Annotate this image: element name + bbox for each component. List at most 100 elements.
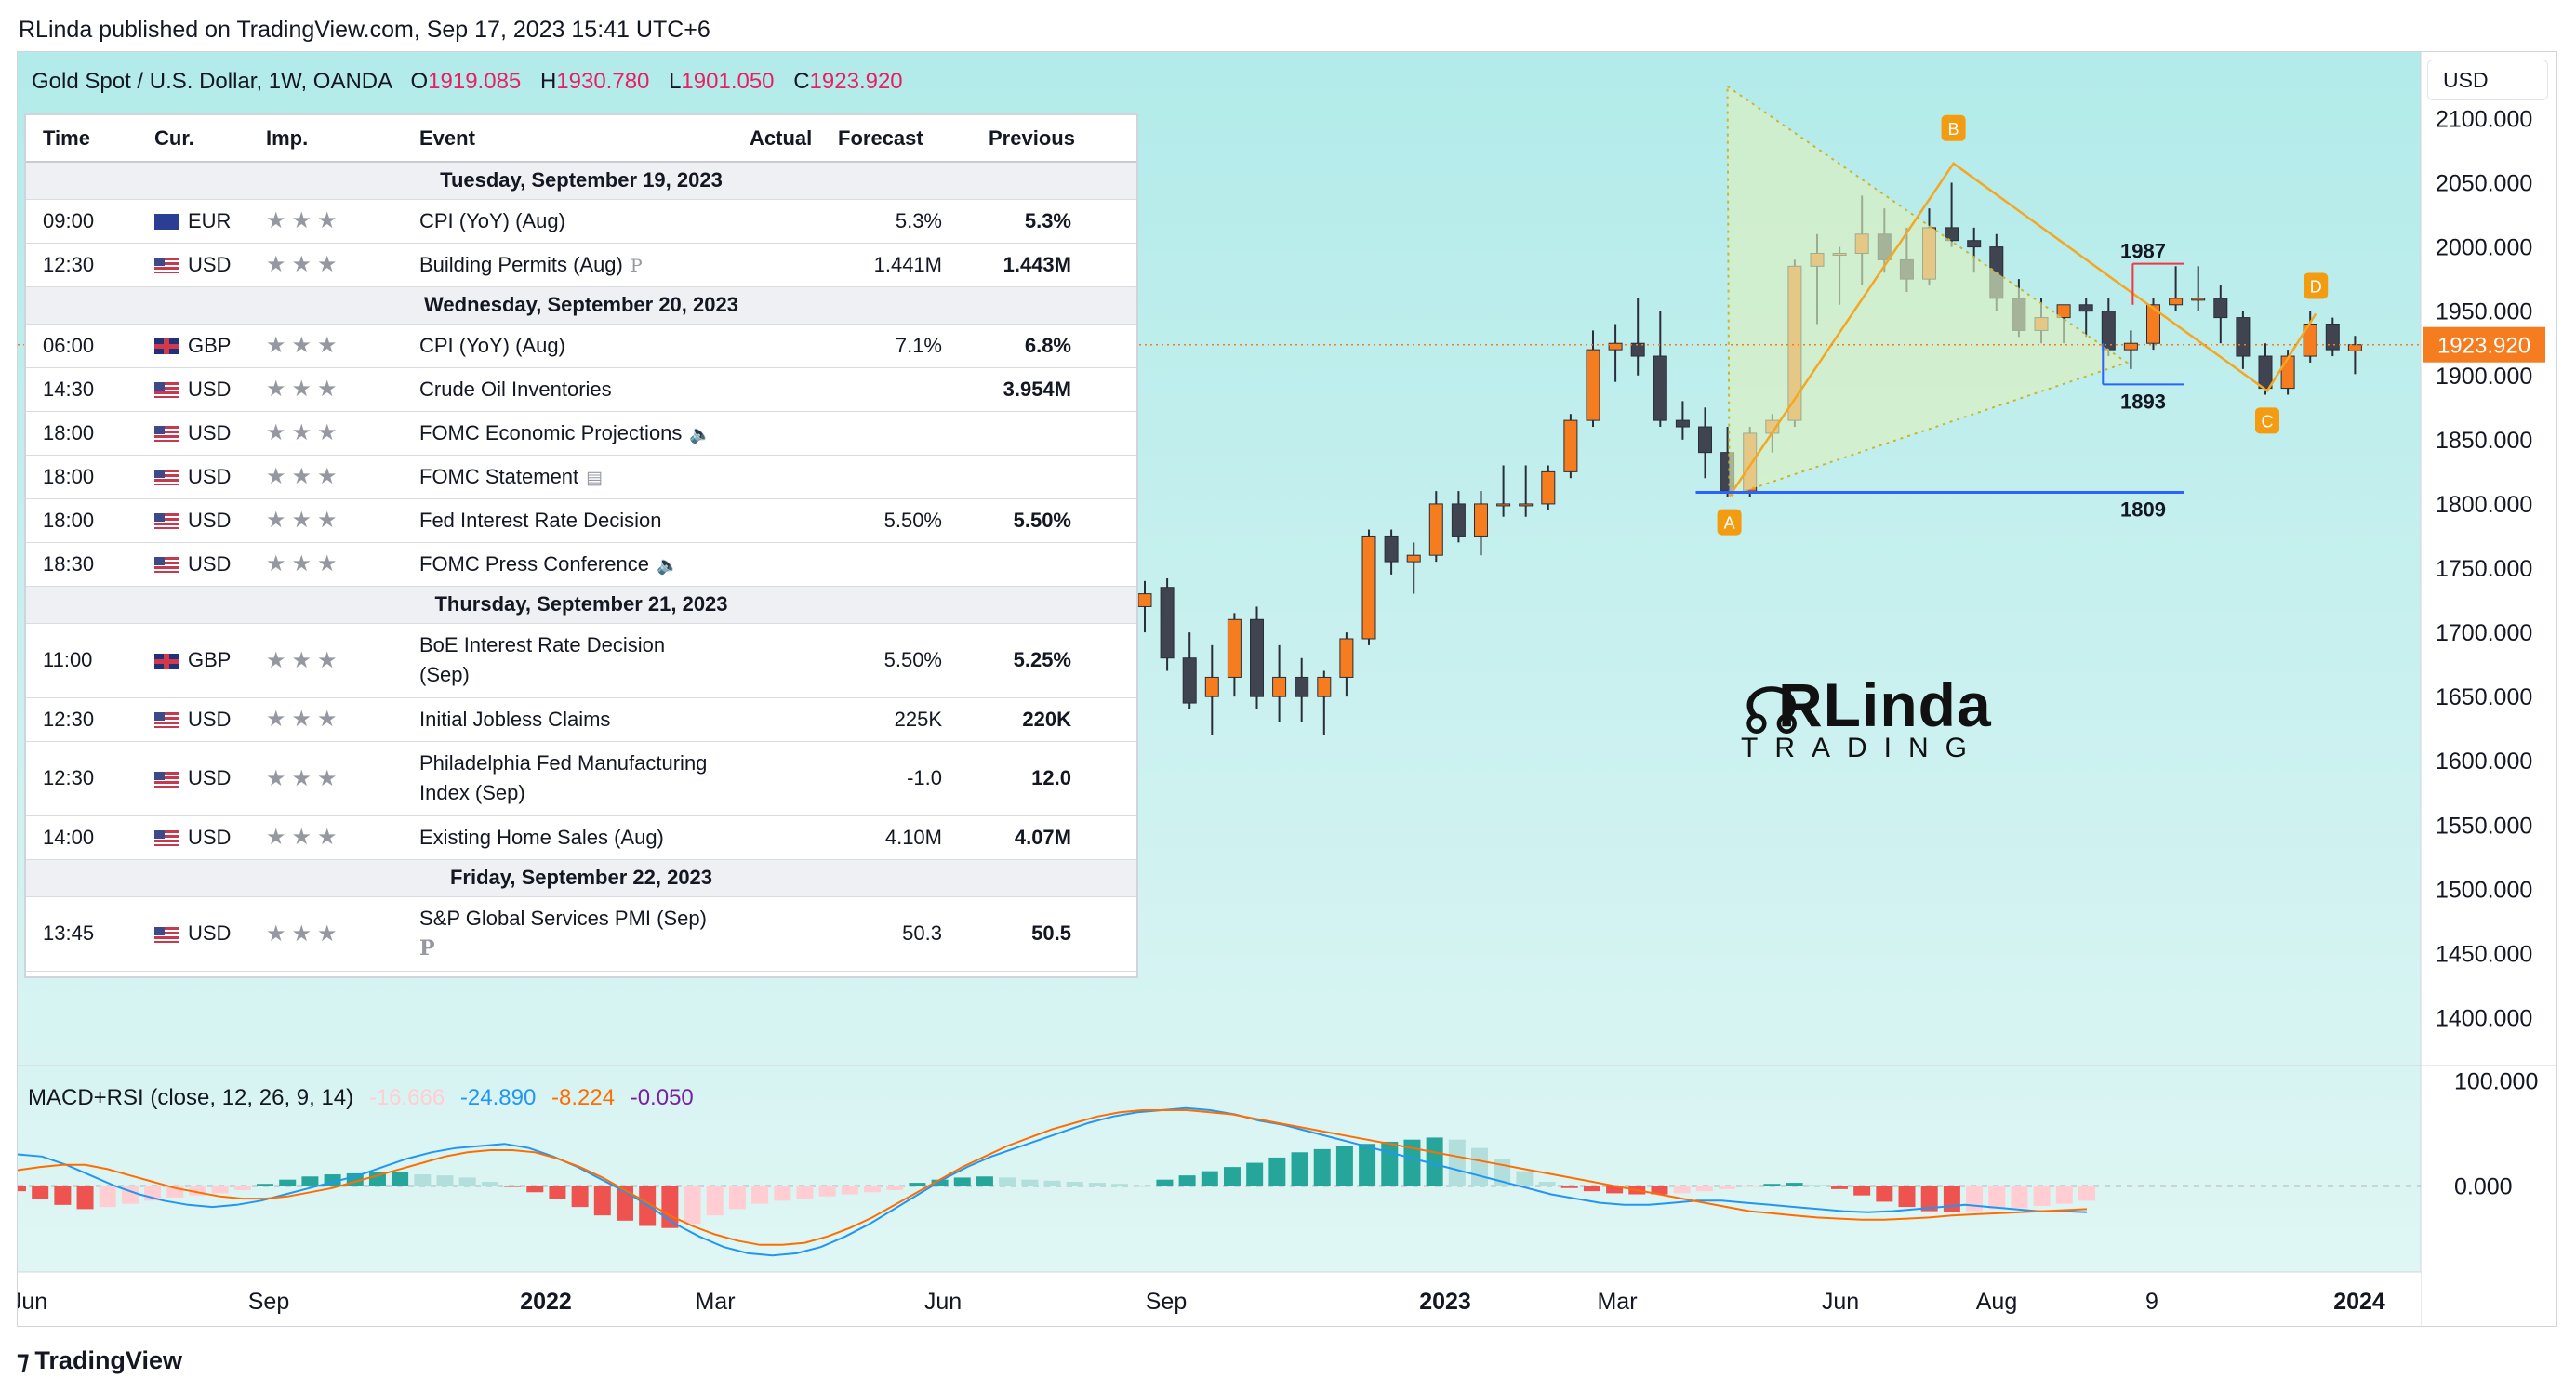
importance-stars: ★★★ [249, 411, 403, 456]
tradingview-mark-icon: ⁊ [17, 1346, 30, 1374]
event-title: FOMC Statement [419, 464, 579, 488]
currency-button[interactable]: USD [2427, 60, 2548, 100]
col-previous: Previous [961, 115, 1136, 163]
price-tick-label: 1500.000 [2436, 877, 2532, 903]
candle-body [1272, 676, 1287, 697]
speaker-icon: 🔈 [689, 424, 712, 444]
usd-flag-icon [154, 830, 179, 847]
face-silhouette-icon: ☊ [1743, 675, 1801, 748]
star-rating-icon: ★★★ [266, 333, 343, 358]
macd-hist-bar [1403, 1139, 1421, 1186]
macd-legend: MACD+RSI (close, 12, 26, 9, 14) -16.666 … [28, 1085, 694, 1111]
macd-hist-bar [1876, 1186, 1893, 1202]
event-time: 18:00 [26, 498, 138, 543]
macd-hist-bar [1426, 1137, 1443, 1186]
event-time: 18:00 [26, 455, 138, 499]
macd-hist-bar [99, 1186, 116, 1208]
macd-hist-bar [1291, 1152, 1308, 1186]
open-label: O [410, 69, 429, 94]
candle-body [2101, 311, 2116, 351]
candle-body [1675, 419, 1690, 428]
candle-body [1563, 419, 1578, 472]
pattern-point-badge [2255, 407, 2279, 434]
usd-flag-icon [154, 926, 179, 943]
economic-calendar-table: Time Cur. Imp. Event Actual Forecast Pre… [24, 113, 1138, 978]
event-name: FOMC Press Conference 🔈 [403, 542, 733, 587]
macd-hist-bar [2011, 1186, 2028, 1209]
event-forecast: 5.3% [821, 199, 961, 244]
currency-code: USD [188, 252, 232, 276]
event-actual [733, 697, 821, 742]
event-name: CPI (YoY) (Aug) [403, 324, 733, 368]
candle-body [1451, 503, 1466, 537]
currency-code: USD [188, 921, 232, 945]
macd-hist-bar [1021, 1179, 1039, 1186]
macd-hist-bar [54, 1186, 72, 1205]
candle-body [1428, 503, 1443, 556]
calendar-event-row: 12:30 USD ★★★ Building Permits (Aug) P 1.441M… [26, 243, 1136, 287]
macd-hist-bar [1560, 1186, 1578, 1188]
tradingview-logo[interactable]: ⁊ TradingView [17, 1346, 182, 1375]
event-name: Crude Oil Inventories [403, 367, 733, 412]
macd-hist-bar [1695, 1186, 1713, 1192]
macd-hist-bar [392, 1172, 409, 1186]
event-currency: USD [138, 815, 249, 860]
importance-stars: ★★★ [249, 623, 403, 698]
macd-hist-bar [1111, 1184, 1129, 1186]
importance-stars: ★★★ [249, 199, 403, 244]
event-forecast: 1.441M [821, 243, 961, 287]
macd-hist-bar [931, 1179, 949, 1186]
macd-hist-bar [728, 1186, 746, 1210]
star-rating-icon: ★★★ [266, 551, 343, 576]
price-axis-bg [2421, 52, 2556, 1326]
usd-flag-icon [154, 382, 179, 399]
low-value: 1901.050 [681, 69, 775, 94]
event-title: CPI (YoY) (Aug) [419, 208, 565, 232]
macd-hist-bar [1673, 1186, 1691, 1194]
macd-hist-bar [2033, 1186, 2051, 1206]
star-rating-icon: ★★★ [266, 765, 343, 791]
currency-code: USD [188, 377, 232, 401]
macd-hist-bar [1088, 1183, 1106, 1186]
event-time: 09:00 [26, 199, 138, 244]
macd-hist-bar [774, 1186, 791, 1201]
macd-hist-bar [706, 1186, 724, 1216]
event-actual [733, 741, 821, 816]
star-rating-icon: ★★★ [266, 508, 343, 533]
event-currency: USD [138, 542, 249, 587]
event-time: 12:30 [26, 243, 138, 287]
candle-body [1698, 426, 1712, 454]
time-tick-label: Sep [248, 1289, 289, 1315]
macd-hist-bar [1516, 1171, 1534, 1186]
time-tick-label: 9 [2145, 1289, 2158, 1315]
candle-body [1945, 227, 1959, 242]
macd-hist-bar [1066, 1181, 1083, 1186]
macd-hist-bar [684, 1186, 701, 1225]
symbol-header: Gold Spot / U.S. Dollar, 1W, OANDA O1919… [32, 69, 903, 95]
currency-code: USD [188, 551, 232, 576]
pattern-point-badge [1941, 114, 1966, 141]
calendar-event-row: 12:30 USD ★★★ Philadelphia Fed Manufacturin… [26, 741, 1136, 816]
macd-hist-bar [1156, 1179, 1174, 1186]
event-previous: 4.07M [961, 815, 1136, 860]
event-forecast: 4.10M [821, 815, 961, 860]
pattern-point-label: B [1948, 120, 1959, 139]
event-title: CPI (YoY) (Aug) [419, 333, 565, 357]
event-currency: USD [138, 455, 249, 499]
signal-line [18, 1109, 2088, 1246]
calendar-day-row: Friday, September 22, 2023 [26, 859, 1136, 897]
pattern-point-badge [1717, 509, 1742, 536]
event-time: 13:45 [26, 896, 138, 972]
macd-hist-bar [233, 1186, 251, 1190]
macd-hist-bar [2078, 1186, 2095, 1201]
calendar-event-row: 11:00 GBP ★★★ BoE Interest Rate Decision (Se… [26, 623, 1136, 698]
candle-body [1608, 342, 1623, 351]
document-icon: ▤ [586, 468, 604, 488]
macd-hist-bar [1988, 1186, 2006, 1210]
price-tick-label: 1450.000 [2436, 941, 2532, 967]
current-price-text: 1923.920 [2437, 334, 2530, 359]
calendar-day-label: Thursday, September 21, 2023 [26, 586, 1136, 624]
calendar-event-row: 13:45 USD ★★★ S&P Global Services PMI (Sep)… [26, 896, 1136, 972]
event-title: Existing Home Sales (Aug) [419, 825, 664, 849]
macd-hist-bar [796, 1186, 814, 1199]
